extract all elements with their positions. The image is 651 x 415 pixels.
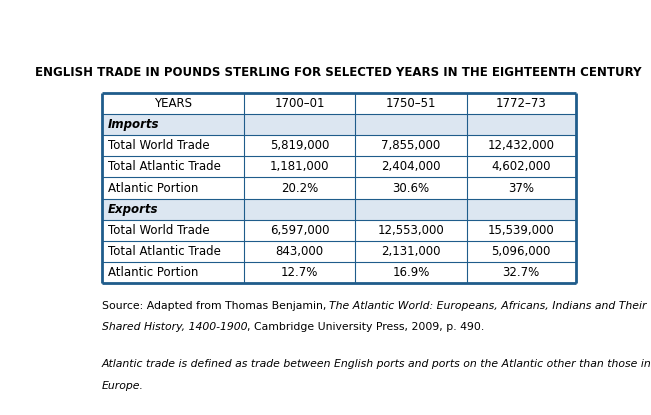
Text: 37%: 37% xyxy=(508,181,534,195)
Text: 20.2%: 20.2% xyxy=(281,181,318,195)
Bar xyxy=(102,93,575,114)
Text: 30.6%: 30.6% xyxy=(393,181,430,195)
Text: 1,181,000: 1,181,000 xyxy=(270,160,329,173)
Text: 12.7%: 12.7% xyxy=(281,266,318,279)
Text: Total Atlantic Trade: Total Atlantic Trade xyxy=(107,245,221,258)
Text: 32.7%: 32.7% xyxy=(503,266,540,279)
Text: YEARS: YEARS xyxy=(154,97,191,110)
Text: 4,602,000: 4,602,000 xyxy=(492,160,551,173)
Text: 12,553,000: 12,553,000 xyxy=(378,224,445,237)
Text: 5,819,000: 5,819,000 xyxy=(270,139,329,152)
Text: ENGLISH TRADE IN POUNDS STERLING FOR SELECTED YEARS IN THE EIGHTEENTH CENTURY: ENGLISH TRADE IN POUNDS STERLING FOR SEL… xyxy=(35,66,642,79)
Text: 1700–01: 1700–01 xyxy=(274,97,325,110)
Bar xyxy=(102,114,575,135)
Text: Exports: Exports xyxy=(107,203,158,216)
Text: Imports: Imports xyxy=(107,118,159,131)
Bar xyxy=(102,262,575,283)
Text: Total World Trade: Total World Trade xyxy=(107,224,209,237)
Text: 1772–73: 1772–73 xyxy=(496,97,547,110)
Bar xyxy=(102,135,575,156)
Text: The Atlantic World: Europeans, Africans, Indians and Their: The Atlantic World: Europeans, Africans,… xyxy=(329,300,647,311)
Text: Atlantic Portion: Atlantic Portion xyxy=(107,266,198,279)
Bar xyxy=(102,220,575,241)
Text: 7,855,000: 7,855,000 xyxy=(381,139,441,152)
Text: Total World Trade: Total World Trade xyxy=(107,139,209,152)
Text: Atlantic trade is defined as trade between English ports and ports on the Atlant: Atlantic trade is defined as trade betwe… xyxy=(102,359,651,369)
Text: Europe.: Europe. xyxy=(102,381,144,391)
Text: 1750–51: 1750–51 xyxy=(386,97,436,110)
Bar xyxy=(102,178,575,198)
Text: 12,432,000: 12,432,000 xyxy=(488,139,555,152)
Text: 2,131,000: 2,131,000 xyxy=(381,245,441,258)
Text: 5,096,000: 5,096,000 xyxy=(492,245,551,258)
Text: Shared History, 1400-1900: Shared History, 1400-1900 xyxy=(102,322,247,332)
Text: Source: Adapted from Thomas Benjamin,: Source: Adapted from Thomas Benjamin, xyxy=(102,300,329,311)
Text: 15,539,000: 15,539,000 xyxy=(488,224,555,237)
Bar xyxy=(102,156,575,178)
Bar xyxy=(102,241,575,262)
Text: Total Atlantic Trade: Total Atlantic Trade xyxy=(107,160,221,173)
Text: 2,404,000: 2,404,000 xyxy=(381,160,441,173)
Bar xyxy=(102,198,575,220)
Text: Atlantic Portion: Atlantic Portion xyxy=(107,181,198,195)
Text: 16.9%: 16.9% xyxy=(393,266,430,279)
Text: 843,000: 843,000 xyxy=(275,245,324,258)
Text: , Cambridge University Press, 2009, p. 490.: , Cambridge University Press, 2009, p. 4… xyxy=(247,322,484,332)
Text: 6,597,000: 6,597,000 xyxy=(270,224,329,237)
